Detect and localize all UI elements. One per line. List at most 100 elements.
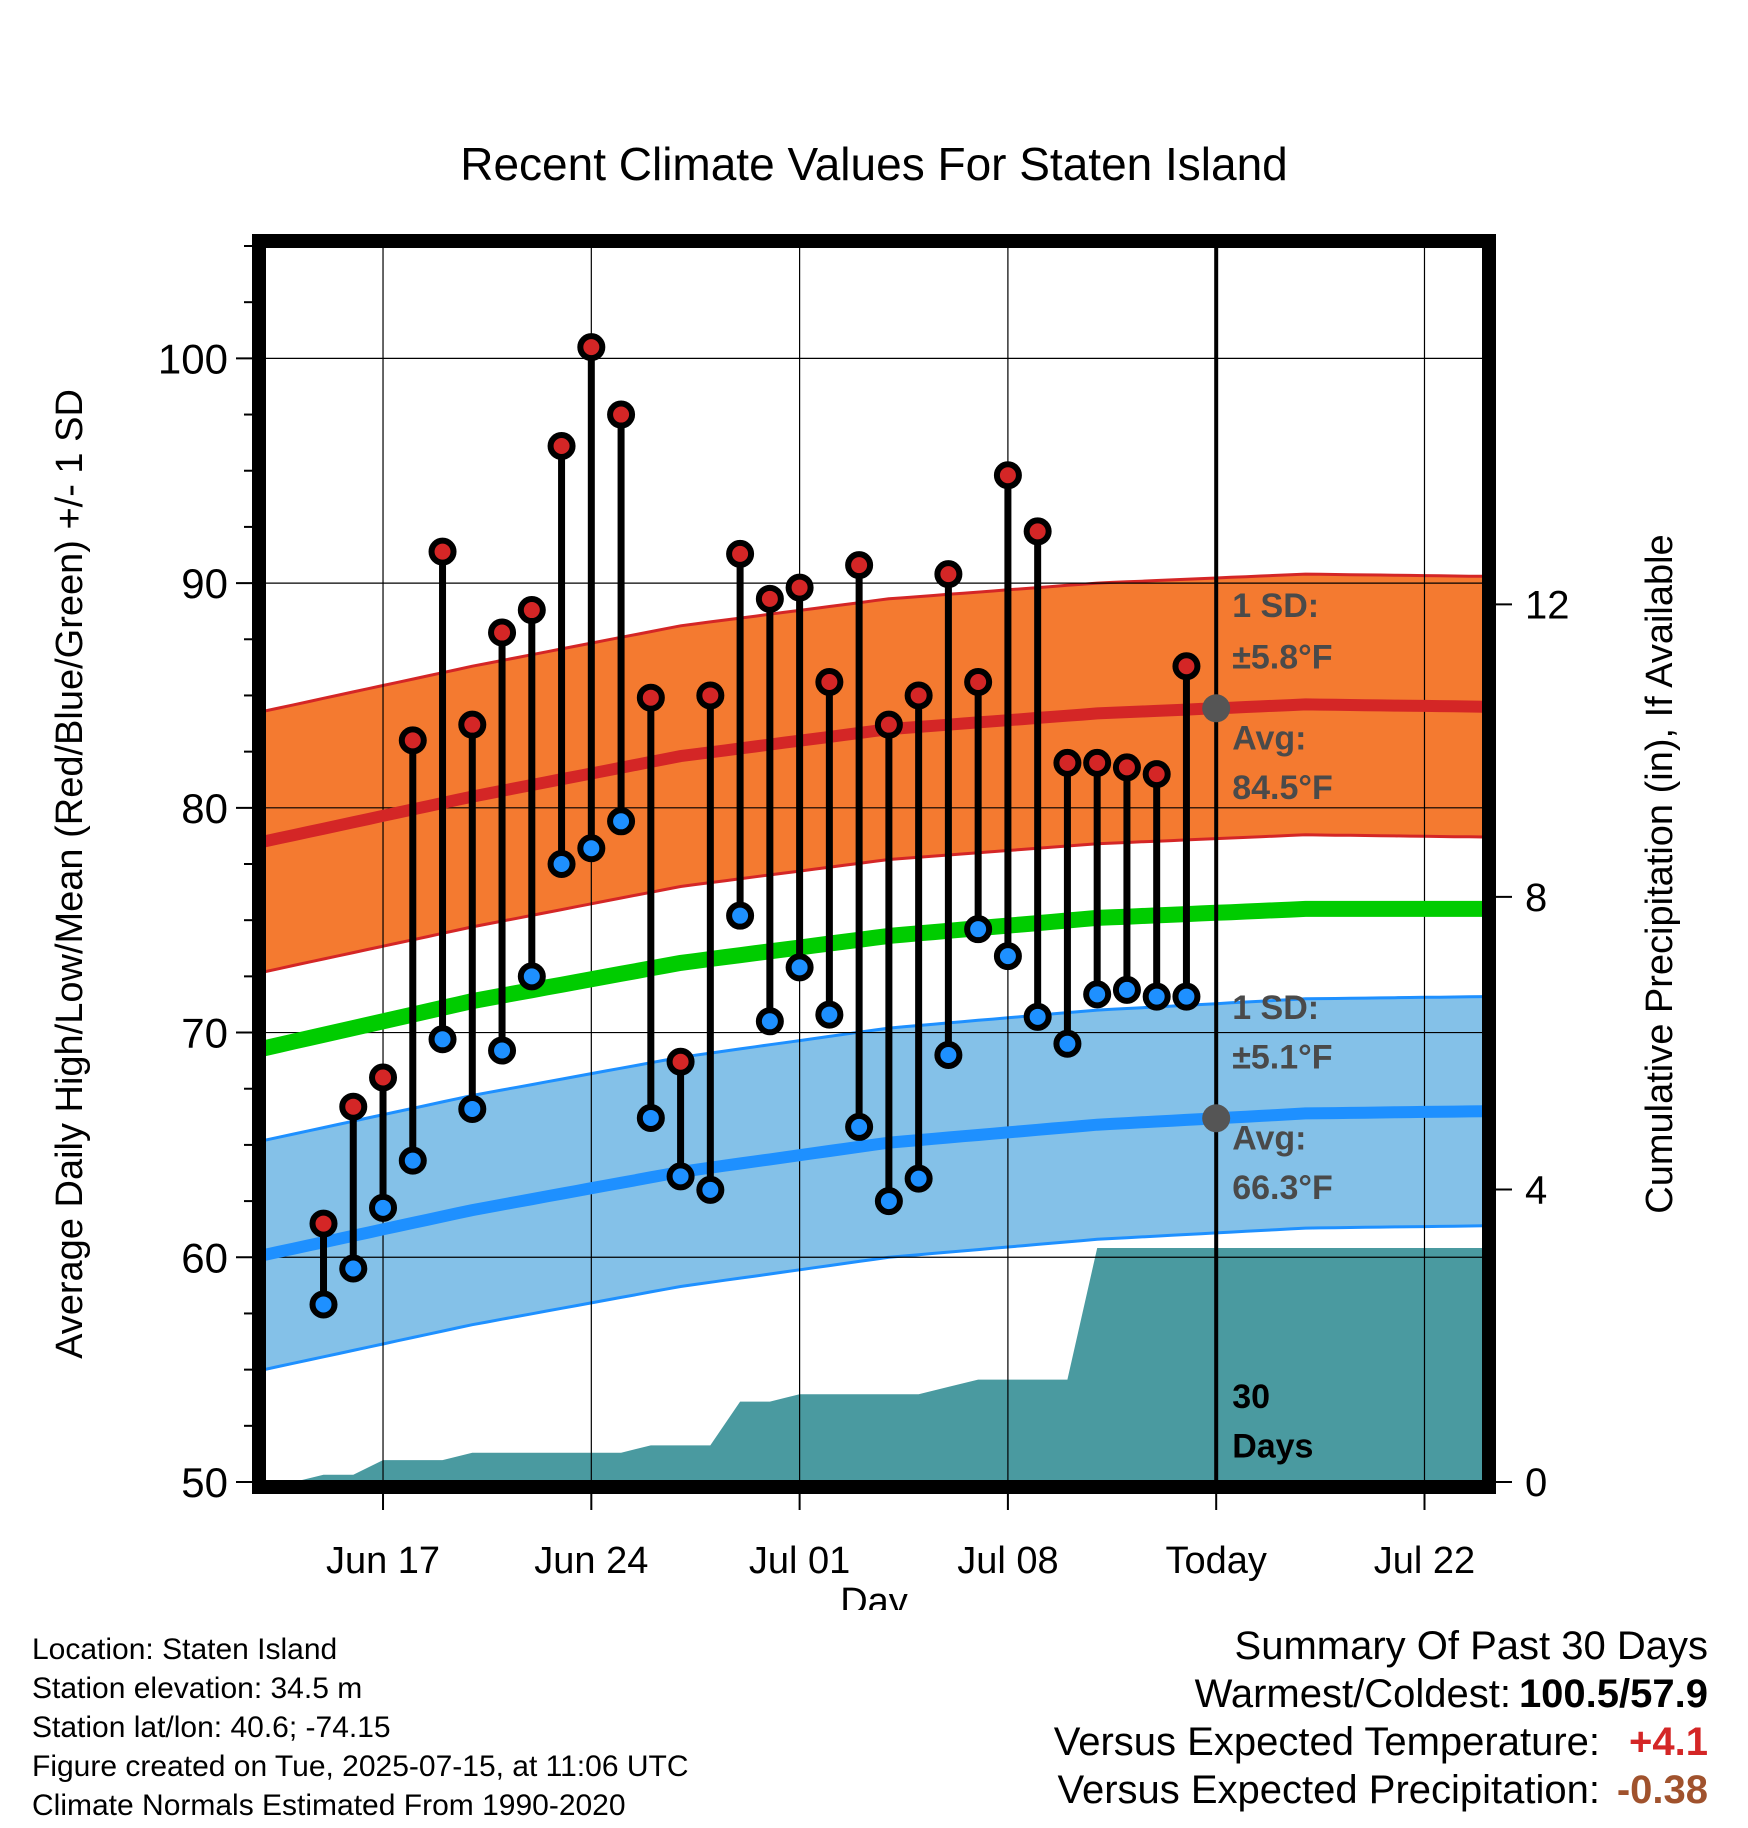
y-tick-label: 100 — [158, 335, 228, 382]
high-point — [785, 573, 814, 602]
period-label-number: 30 — [1232, 1378, 1270, 1416]
low-point — [785, 953, 814, 982]
y2-tick-label: 4 — [1525, 1168, 1547, 1212]
high-point — [904, 681, 933, 710]
low-point — [815, 1000, 844, 1029]
precip-area — [264, 1248, 1484, 1482]
low-point — [607, 807, 636, 836]
avg-low-line — [264, 1105, 1484, 1261]
high-point — [666, 1047, 695, 1076]
period-label-unit: Days — [1232, 1427, 1313, 1465]
high-point — [964, 667, 993, 696]
low-point — [577, 834, 606, 863]
y2-axis-label: Cumulative Precipitation (in), If Availa… — [1639, 534, 1681, 1213]
low-point — [517, 962, 546, 991]
high-point — [845, 551, 874, 580]
x-tick-label: Jun 17 — [326, 1540, 440, 1582]
high-point — [1053, 748, 1082, 777]
y-tick-label: 70 — [181, 1010, 228, 1057]
low-sd-label: 1 SD: — [1232, 989, 1319, 1027]
low-point — [726, 901, 755, 930]
latlon-text: Station lat/lon: 40.6; -74.15 — [32, 1711, 391, 1744]
low-point — [755, 1007, 784, 1036]
precip-departure-row: Versus Expected Precipitation: -0.38 — [1054, 1766, 1708, 1814]
summary-title: Summary Of Past 30 Days — [1234, 1624, 1708, 1668]
high-point — [636, 683, 665, 712]
low-point — [964, 915, 993, 944]
x-tick-label: Jul 22 — [1374, 1540, 1475, 1582]
x-tick-label: Jul 08 — [957, 1540, 1058, 1582]
high-point — [309, 1209, 338, 1238]
high-point — [726, 539, 755, 568]
low-avg-label: Avg: — [1232, 1119, 1306, 1157]
high-point — [577, 333, 606, 362]
avg-high-line — [264, 698, 1484, 848]
low-sd-band — [264, 996, 1484, 1370]
low-point — [845, 1112, 874, 1141]
low-point — [1172, 982, 1201, 1011]
high-point — [369, 1063, 398, 1092]
temp-departure-label: Versus Expected Temperature: — [1053, 1720, 1600, 1764]
high-point — [1023, 517, 1052, 546]
created-text: Figure created on Tue, 2025-07-15, at 11… — [32, 1750, 689, 1783]
precip-departure-label: Versus Expected Precipitation: — [1057, 1768, 1600, 1812]
today-low-marker — [1202, 1104, 1231, 1133]
high-point — [547, 432, 576, 461]
chart-title: Recent Climate Values For Staten Island — [460, 138, 1288, 190]
location-text: Location: Staten Island — [32, 1633, 338, 1666]
high-point — [517, 596, 546, 625]
high-point — [755, 584, 784, 613]
avg-mean-line — [264, 900, 1484, 1057]
temp-departure-row: Versus Expected Temperature: +4.1 — [1054, 1718, 1708, 1766]
low-point — [874, 1187, 903, 1216]
high-point — [428, 537, 457, 566]
x-tick-label: Today — [1165, 1540, 1266, 1582]
low-point — [309, 1290, 338, 1319]
high-point — [1172, 652, 1201, 681]
y2-tick-label: 0 — [1525, 1461, 1547, 1505]
plot-area: 1 SD: ±5.8°F Avg: 84.5°F 1 SD: ±5.1°F Avg: 66.3… — [158, 234, 1570, 1582]
high-point — [1142, 760, 1171, 789]
y2-tick-label: 12 — [1525, 583, 1570, 627]
warmest-coldest-label: Warmest/Coldest: — [1194, 1672, 1511, 1716]
high-point — [874, 710, 903, 739]
high-point — [458, 710, 487, 739]
low-point — [696, 1175, 725, 1204]
warmest-coldest-row: Warmest/Coldest: 100.5/57.9 — [1054, 1670, 1708, 1718]
low-point — [1142, 982, 1171, 1011]
high-point — [934, 560, 963, 589]
low-point — [458, 1094, 487, 1123]
low-point — [339, 1254, 368, 1283]
climate-chart: Recent Climate Values For Staten Island … — [49, 138, 1681, 1610]
temp-departure-value: +4.1 — [1629, 1720, 1708, 1764]
elevation-text: Station elevation: 34.5 m — [32, 1672, 363, 1705]
y-tick-label: 60 — [181, 1234, 228, 1281]
low-point — [488, 1036, 517, 1065]
high-point — [398, 726, 427, 755]
high-avg-label: Avg: — [1232, 719, 1306, 757]
low-point — [547, 850, 576, 878]
high-point — [993, 461, 1022, 490]
high-sd-label: 1 SD: — [1232, 587, 1319, 625]
today-high-marker — [1202, 694, 1231, 723]
low-point — [666, 1162, 695, 1191]
low-point — [1053, 1029, 1082, 1058]
low-point — [636, 1103, 665, 1132]
high-point — [488, 618, 517, 647]
high-sd-lower-line — [264, 833, 1484, 974]
plot-frame — [252, 234, 1496, 1494]
y2-tick-label: 8 — [1525, 876, 1547, 920]
plot-inner — [264, 246, 1484, 1482]
low-avg-value: 66.3°F — [1232, 1169, 1333, 1207]
warmest-coldest-value: 100.5/57.9 — [1518, 1672, 1708, 1716]
high-sd-upper-line — [264, 572, 1484, 713]
low-point — [993, 942, 1022, 971]
precip-departure-value: -0.38 — [1616, 1768, 1708, 1812]
high-point — [815, 667, 844, 696]
high-point — [1112, 753, 1141, 782]
high-avg-value: 84.5°F — [1232, 769, 1333, 807]
low-sd-value: ±5.1°F — [1232, 1039, 1332, 1077]
low-point — [398, 1146, 427, 1175]
station-info: Location: Staten Island Station elevatio… — [32, 1630, 689, 1825]
y-tick-label: 80 — [181, 785, 228, 832]
